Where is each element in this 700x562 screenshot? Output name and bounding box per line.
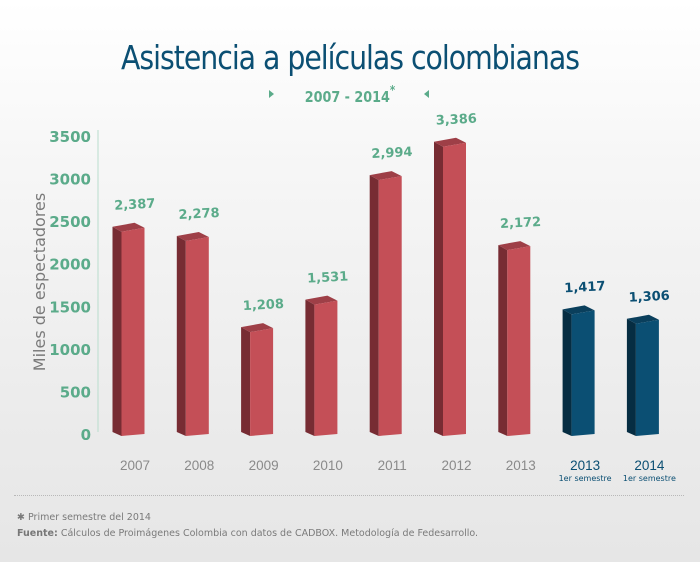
bar-front [250,328,274,436]
bar-side [562,309,572,436]
x-tick-label: 2010 [313,458,343,473]
subtitle-text: 2007 - 2014 [304,88,390,106]
bar-front [314,300,338,436]
source-text: Cálculos de Proimágenes Colombia con dat… [60,528,479,539]
bar-top [562,305,595,315]
bar-side [434,141,443,436]
x-tick-sublabel: 1er semestre [559,474,612,483]
x-tick-label: 2014 [634,458,665,473]
footnote-text: Primer semestre del 2014 [28,512,151,523]
x-tick-label: 2013 [570,458,600,473]
x-tick-label: 2013 [506,458,536,473]
asterisk-icon: ✱ [17,512,25,523]
x-tick-label: 2011 [378,458,407,473]
data-label: 3,386 [435,112,477,129]
bar-top [176,232,209,242]
subtitle-asterisk: * [389,83,396,97]
y-tick-label: 3500 [49,128,91,146]
bar-front [507,246,531,436]
x-tick-label: 2008 [184,458,214,473]
bar-top [305,295,338,305]
data-label: 2,172 [500,215,542,232]
bar-front [635,319,659,436]
data-label: 1,306 [628,289,670,306]
y-axis: 0 500 1000 1500 2000 2500 3000 3500 [49,128,99,444]
chart-title: Asistencia a películas colombianas [121,38,580,77]
x-tick-label: 2009 [249,458,279,473]
bar-side [112,226,122,436]
source-label: Fuente: [17,528,58,539]
data-label: 2,278 [178,206,220,223]
bar-top [369,171,402,181]
bar-side [369,175,379,437]
footer-divider [14,495,684,496]
bar: 2,994 [369,145,413,437]
bar: 2,278 [176,206,220,436]
bar-front [443,142,466,436]
bar: 1,417 [562,279,606,436]
bar-side [305,299,315,436]
subtitle-row: 2007 - 2014* [0,83,700,107]
bar-top [112,222,145,232]
y-tick-label: 1500 [49,298,91,316]
bar-front [378,176,402,437]
data-label: 1,417 [564,279,606,296]
y-tick-label: 3000 [49,171,91,189]
bar: 2,172 [498,215,542,436]
y-tick-label: 0 [81,426,91,444]
triangle-right-icon [269,90,274,98]
bar: 1,531 [305,269,349,436]
bar-side [626,318,636,436]
bar: 2,387 [112,197,156,436]
bars: 2,387 2,278 1,208 1,531 2,994 3,386 2,172 1,417… [112,112,670,437]
x-tick-label: 2007 [120,458,150,473]
y-tick-label: 2000 [49,256,91,274]
data-label: 2,994 [371,145,413,162]
bar-front [185,237,209,436]
bar: 1,208 [241,297,284,436]
bar-front [121,227,145,436]
bar-top [434,137,466,147]
data-label: 1,208 [242,297,284,314]
source-note: Fuente: Cálculos de Proimágenes Colombia… [17,528,478,539]
data-label: 2,387 [114,197,156,214]
bar: 3,386 [434,112,477,436]
bar-top [498,241,531,251]
bar-front [571,310,595,436]
bar-top [626,314,659,324]
triangle-left-icon [424,90,429,98]
chart-subtitle: 2007 - 2014* [53,83,648,106]
footnote: ✱ Primer semestre del 2014 [17,512,151,523]
y-axis-label: Miles de espectadores [30,193,49,371]
bar-side [498,245,508,436]
y-tick-label: 2500 [49,213,91,231]
bar: 1,306 [626,289,670,436]
data-label: 1,531 [307,269,349,286]
bar-top [241,323,274,333]
x-tick-sublabel: 1er semestre [623,474,676,483]
y-tick-label: 500 [60,383,91,401]
y-tick-label: 1000 [49,341,91,359]
bar-side [176,236,186,436]
bar-side [241,327,251,436]
x-tick-label: 2012 [441,458,471,473]
bar-chart: 0 500 1000 1500 2000 2500 3000 3500 Miles de es… [30,112,676,483]
